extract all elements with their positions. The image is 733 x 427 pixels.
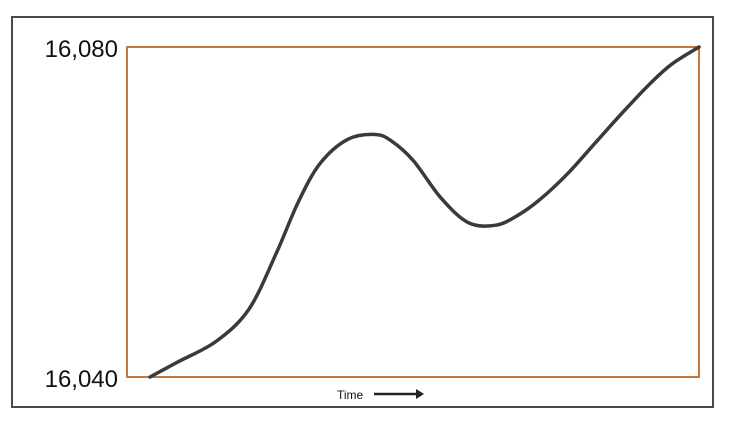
chart-frame bbox=[11, 16, 714, 408]
plot-area bbox=[126, 46, 700, 378]
right-arrow-icon bbox=[374, 389, 424, 399]
series-line bbox=[148, 45, 701, 379]
x-axis-label: Time bbox=[337, 388, 364, 402]
y-tick-label-top: 16,080 bbox=[45, 36, 118, 63]
y-tick-label-bottom: 16,040 bbox=[45, 366, 118, 393]
